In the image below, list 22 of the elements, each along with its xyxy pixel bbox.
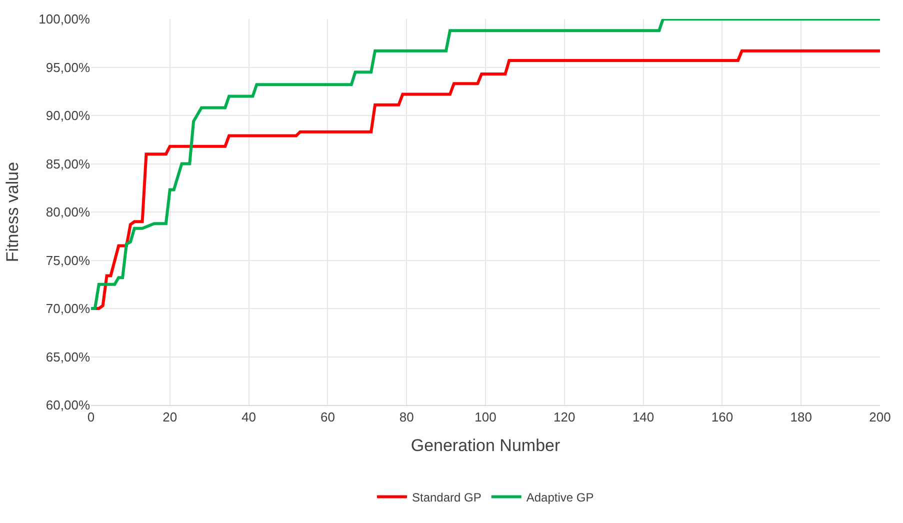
x-tick-label: 120 [554,410,576,425]
y-tick-label: 95,00% [46,60,90,75]
x-tick-label: 40 [242,410,256,425]
y-tick-label: 80,00% [46,204,90,220]
x-tick-label: 140 [632,410,654,425]
x-tick-label: 20 [162,410,178,425]
y-tick-label: 90,00% [46,108,90,124]
y-tick-label: 70,00% [46,301,90,316]
x-axis-title: Generation Number [410,436,560,455]
x-tick-label: 180 [790,410,812,425]
x-tick-label: 80 [399,410,414,425]
x-tick-label: 200 [869,410,891,425]
x-tick-label: 100 [474,410,496,425]
y-tick-label: 65,00% [46,349,90,364]
y-tick-label: 75,00% [46,252,90,268]
legend-label: Standard GP [412,490,482,504]
x-tick-label: 160 [711,410,734,425]
y-tick-label: 85,00% [46,156,90,172]
legend-label: Adaptive GP [526,490,594,504]
y-tick-label: 100,00% [38,12,90,27]
x-tick-label: 60 [320,410,335,425]
y-axis-title: Fitness value [3,162,22,262]
